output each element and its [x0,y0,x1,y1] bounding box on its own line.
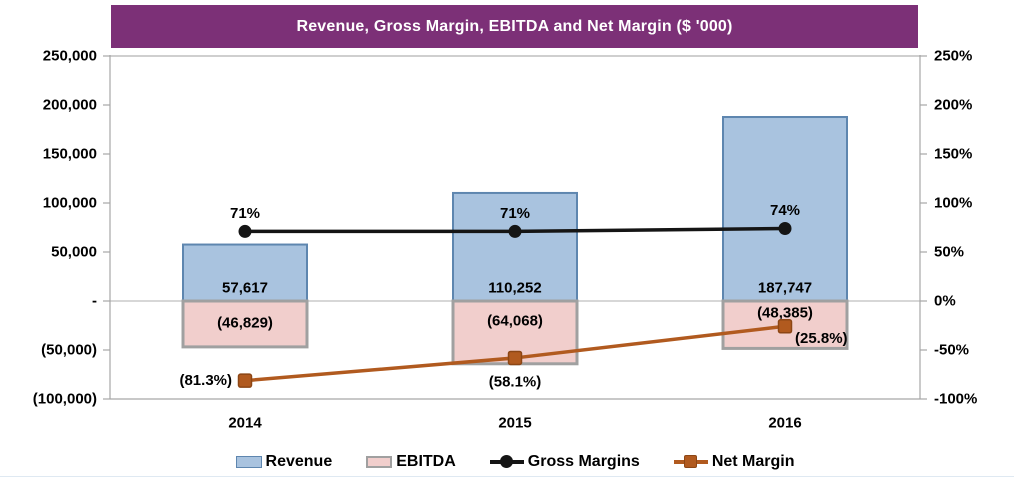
left-axis-tick-label: 50,000 [51,244,97,261]
data-label-net-margin: (25.8%) [795,330,848,347]
legend-label: Gross Margins [527,453,640,470]
marker-net-margin-2014[interactable] [237,373,253,388]
legend-swatch-revenue [235,456,262,468]
chart-legend: Revenue EBITDA Gross Margins Net Margin [110,446,920,478]
right-axis-tick-label: 150% [934,146,972,163]
data-label-revenue: 57,617 [222,280,268,297]
data-label-net-margin: (81.3%) [179,372,232,389]
data-label-ebitda: (64,068) [487,313,543,330]
data-label-gross-margins: 71% [500,205,530,222]
right-axis-tick-label: 50% [934,244,964,261]
legend-square-marker-icon [683,455,697,468]
right-axis-tick-label: 0% [934,293,956,310]
data-label-revenue: 110,252 [488,280,541,297]
data-label-gross-margins: 74% [770,202,800,219]
left-axis-tick-label: 150,000 [43,146,97,163]
right-axis-tick-label: -50% [934,342,969,359]
x-axis-category-label: 2014 [228,415,262,432]
marker-gross-margins-2014[interactable] [238,224,252,238]
left-axis-tick-label: (100,000) [33,391,97,408]
right-axis-tick-label: 250% [934,48,972,65]
left-axis-tick-label: (50,000) [41,342,97,359]
legend-swatch-ebitda [366,456,393,468]
left-axis-tick-label: 250,000 [43,48,97,65]
chart-frame-bottom-border [0,476,1014,477]
left-axis-tick-label: 200,000 [43,97,97,114]
left-axis-tick-label: - [92,293,97,310]
legend-circle-marker-icon [499,455,513,468]
bar-revenue-2015[interactable] [452,191,578,302]
legend-label: Revenue [265,453,333,470]
legend-label: EBITDA [396,453,456,470]
legend-item-net-margin[interactable]: Net Margin [673,453,795,471]
marker-net-margin-2015[interactable] [507,350,523,366]
marker-gross-margins-2016[interactable] [778,221,792,235]
legend-item-gross-margins[interactable]: Gross Margins [489,453,640,471]
legend-item-revenue[interactable]: Revenue [235,453,333,471]
right-axis-tick-label: 100% [934,195,972,212]
data-label-gross-margins: 71% [230,205,260,222]
marker-gross-margins-2015[interactable] [508,224,522,238]
chart-title: Revenue, Gross Margin, EBITDA and Net Ma… [111,5,918,48]
left-axis-tick-label: 100,000 [43,195,97,212]
marker-net-margin-2016[interactable] [777,319,793,334]
x-axis-category-label: 2015 [498,415,531,432]
bar-revenue-2016[interactable] [722,116,848,303]
legend-item-ebitda[interactable]: EBITDA [366,453,456,471]
data-label-revenue: 187,747 [758,280,812,297]
bar-ebitda-2016[interactable] [721,299,849,350]
data-label-ebitda: (46,829) [217,315,273,332]
bar-ebitda-2014[interactable] [181,299,309,349]
legend-swatch-gross-margins [489,455,524,469]
legend-swatch-net-margin [673,455,708,469]
right-axis-tick-label: 200% [934,97,972,114]
x-axis-category-label: 2016 [768,415,801,432]
bar-revenue-2014[interactable] [182,243,308,302]
legend-label: Net Margin [711,453,795,470]
right-axis-tick-label: -100% [934,391,977,408]
data-label-net-margin: (58.1%) [489,373,542,390]
data-label-ebitda: (48,385) [757,305,813,322]
